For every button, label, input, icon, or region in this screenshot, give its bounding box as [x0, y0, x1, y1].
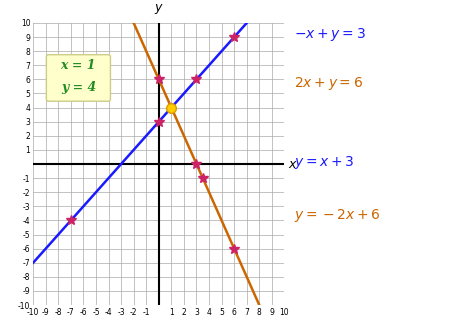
Text: $2x + y = 6$: $2x + y = 6$ — [294, 75, 363, 92]
Text: $y = x + 3$: $y = x + 3$ — [294, 154, 355, 171]
Text: $y = -2x + 6$: $y = -2x + 6$ — [294, 207, 381, 224]
FancyBboxPatch shape — [46, 55, 110, 101]
Text: x = 1: x = 1 — [61, 59, 96, 72]
Text: y = 4: y = 4 — [61, 81, 96, 94]
Text: $y$: $y$ — [154, 2, 164, 16]
Text: $-x + y = 3$: $-x + y = 3$ — [294, 26, 365, 43]
Text: $x$: $x$ — [288, 157, 298, 171]
